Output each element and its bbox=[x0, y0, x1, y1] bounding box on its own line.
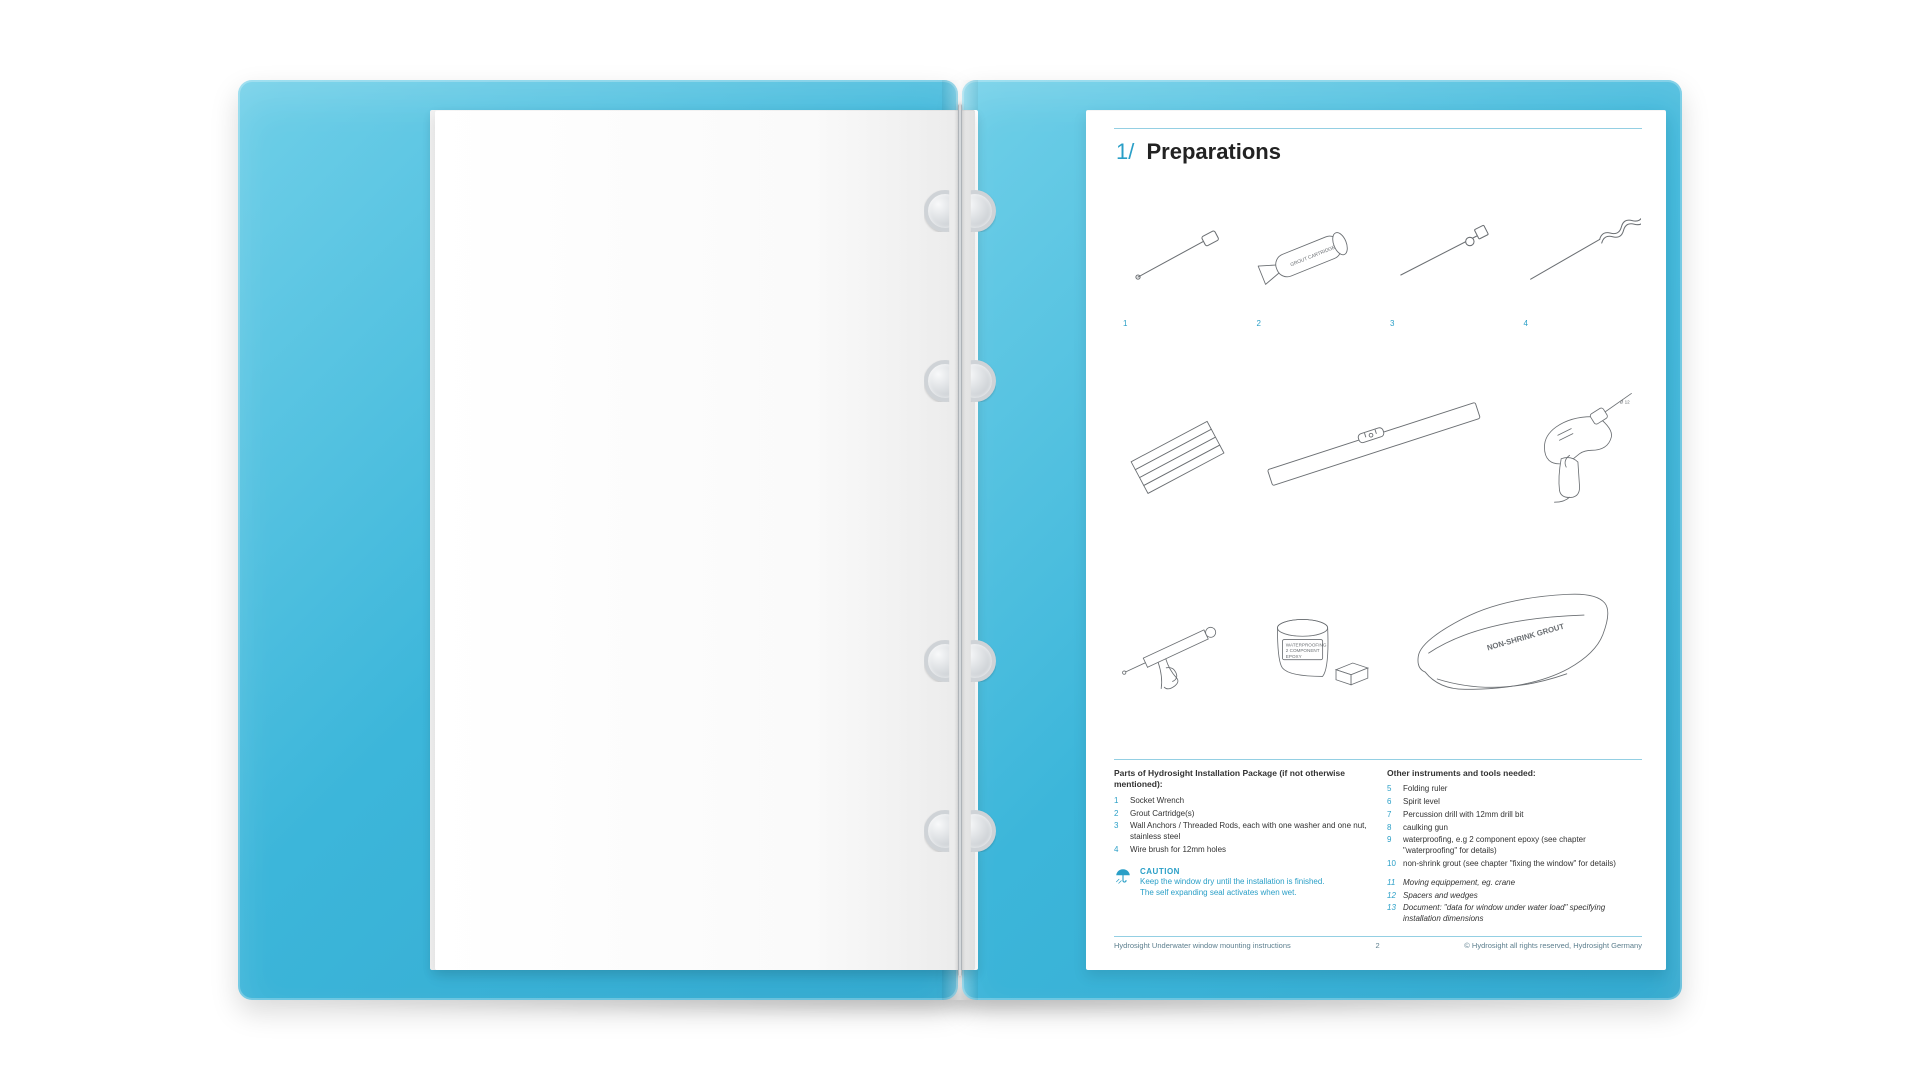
list-item-text: Moving equippement, eg. crane bbox=[1403, 878, 1515, 889]
col-left-heading: Parts of Hydrosight Installation Package… bbox=[1114, 768, 1369, 791]
list-item: 3 Wall Anchors / Threaded Rods, each with… bbox=[1114, 820, 1369, 844]
list-right: 5 Folding ruler 6 Spirit level 7 Percussion d… bbox=[1387, 783, 1642, 871]
num-3: 3 bbox=[1390, 319, 1394, 328]
list-right-italic: 11 Moving equippement, eg. crane 12 Spacers… bbox=[1387, 877, 1642, 926]
list-item: 6 Spirit level bbox=[1387, 796, 1642, 809]
mid-rule bbox=[1114, 759, 1642, 760]
caution-text: CAUTION Keep the window dry until the in… bbox=[1140, 867, 1325, 899]
list-item: 13 Document: "data for window under water… bbox=[1387, 902, 1642, 926]
list-item-number: 6 bbox=[1387, 797, 1397, 808]
list-item-number: 2 bbox=[1114, 809, 1124, 820]
caution-block: CAUTION Keep the window dry until the in… bbox=[1114, 867, 1369, 899]
page-title: 1/ Preparations bbox=[1116, 139, 1642, 165]
list-item-text: Document: "data for window under water l… bbox=[1403, 903, 1642, 925]
list-item-text: Wire brush for 12mm holes bbox=[1130, 845, 1226, 856]
illus-grout-bag: NON-SHRINK GROUT bbox=[1382, 552, 1641, 747]
list-item-number: 9 bbox=[1387, 835, 1397, 857]
list-item-text: Wall Anchors / Threaded Rods, each with … bbox=[1130, 821, 1369, 843]
list-item: 5 Folding ruler bbox=[1387, 783, 1642, 796]
list-item: 7 Percussion drill with 12mm drill bit bbox=[1387, 809, 1642, 822]
caution-line1: Keep the window dry until the installati… bbox=[1140, 877, 1325, 886]
list-item-text: Spacers and wedges bbox=[1403, 891, 1478, 902]
svg-text:WATERPROOFING: WATERPROOFING bbox=[1285, 643, 1326, 648]
col-left: Parts of Hydrosight Installation Package… bbox=[1114, 768, 1369, 926]
list-item: 4 Wire brush for 12mm holes bbox=[1114, 844, 1369, 857]
list-item-text: Folding ruler bbox=[1403, 784, 1447, 795]
list-item-number: 11 bbox=[1387, 878, 1397, 889]
text-columns: Parts of Hydrosight Installation Package… bbox=[1114, 768, 1642, 926]
title-number: 1/ bbox=[1116, 139, 1134, 164]
illus-threaded-rod: 3 bbox=[1382, 180, 1508, 330]
page-left-blank bbox=[435, 110, 975, 970]
svg-text:EPOXY: EPOXY bbox=[1285, 654, 1301, 659]
svg-text:Ø 12: Ø 12 bbox=[1619, 400, 1629, 405]
list-item-number: 12 bbox=[1387, 891, 1397, 902]
list-item-number: 8 bbox=[1387, 823, 1397, 834]
list-item: 11 Moving equippement, eg. crane bbox=[1387, 877, 1642, 890]
list-item: 2 Grout Cartridge(s) bbox=[1114, 808, 1369, 821]
footer-left: Hydrosight Underwater window mounting in… bbox=[1114, 941, 1291, 950]
list-item-number: 10 bbox=[1387, 859, 1397, 870]
illus-socket-wrench: 1 bbox=[1115, 180, 1241, 330]
list-item-number: 5 bbox=[1387, 784, 1397, 795]
top-rule bbox=[1114, 128, 1642, 129]
illus-grout-cartridge: GROUT CARTRIDGE 2 bbox=[1249, 180, 1375, 330]
footer-center: 2 bbox=[1375, 941, 1379, 950]
col-right: Other instruments and tools needed: 5 Fol… bbox=[1387, 768, 1642, 926]
list-item-number: 1 bbox=[1114, 796, 1124, 807]
caution-title: CAUTION bbox=[1140, 867, 1325, 878]
illus-wire-brush: 4 bbox=[1516, 180, 1642, 330]
list-item-text: Spirit level bbox=[1403, 797, 1440, 808]
page-footer: Hydrosight Underwater window mounting in… bbox=[1114, 936, 1642, 950]
num-4: 4 bbox=[1524, 319, 1528, 328]
list-item-text: waterproofing, e.g 2 component epoxy (se… bbox=[1403, 835, 1642, 857]
list-item: 8 caulking gun bbox=[1387, 822, 1642, 835]
footer-right: © Hydrosight all rights reserved, Hydros… bbox=[1464, 941, 1642, 950]
list-item: 1 Socket Wrench bbox=[1114, 795, 1369, 808]
num-2: 2 bbox=[1257, 319, 1261, 328]
col-right-heading: Other instruments and tools needed: bbox=[1387, 768, 1642, 779]
umbrella-icon bbox=[1114, 867, 1132, 885]
illus-percussion-drill: Ø 12 bbox=[1516, 336, 1642, 546]
list-item-number: 3 bbox=[1114, 821, 1124, 843]
list-item-number: 13 bbox=[1387, 903, 1397, 925]
list-item-text: Grout Cartridge(s) bbox=[1130, 809, 1194, 820]
list-item: 9 waterproofing, e.g 2 component epoxy (s… bbox=[1387, 834, 1642, 858]
list-item: 12 Spacers and wedges bbox=[1387, 890, 1642, 903]
list-item-text: non-shrink grout (see chapter "fixing th… bbox=[1403, 859, 1616, 870]
list-item-number: 4 bbox=[1114, 845, 1124, 856]
stage: 1/ Preparations 1 bbox=[0, 0, 1920, 1080]
list-item-text: Socket Wrench bbox=[1130, 796, 1184, 807]
list-item-text: caulking gun bbox=[1403, 823, 1448, 834]
illus-caulking-gun bbox=[1115, 552, 1241, 747]
page-right: 1/ Preparations 1 bbox=[1086, 110, 1666, 970]
list-item-text: Percussion drill with 12mm drill bit bbox=[1403, 810, 1523, 821]
list-left: 1 Socket Wrench 2 Grout Cartridge(s) 3 Wall A… bbox=[1114, 795, 1369, 857]
list-item-number: 7 bbox=[1387, 810, 1397, 821]
illustration-grid: 1 GROUT CARTRIDGE 2 bbox=[1114, 179, 1642, 749]
spine-rod bbox=[958, 104, 962, 976]
title-main: Preparations bbox=[1146, 139, 1281, 164]
binder-mockup: 1/ Preparations 1 bbox=[230, 80, 1690, 1000]
num-1: 1 bbox=[1123, 319, 1127, 328]
svg-text:2 COMPONENT: 2 COMPONENT bbox=[1285, 649, 1319, 654]
illus-folding-ruler bbox=[1115, 336, 1241, 546]
illus-epoxy-bucket: WATERPROOFING 2 COMPONENT EPOXY bbox=[1249, 552, 1375, 747]
illus-spirit-level bbox=[1249, 336, 1508, 546]
list-item: 10 non-shrink grout (see chapter "fixing … bbox=[1387, 858, 1642, 871]
caution-line2: The self expanding seal activates when w… bbox=[1140, 888, 1297, 897]
